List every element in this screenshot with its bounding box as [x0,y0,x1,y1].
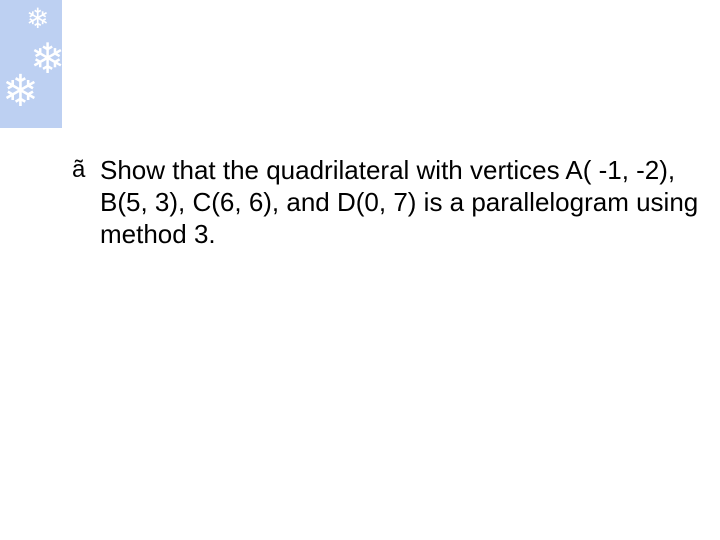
snowflake-icon: ❄ [2,66,39,117]
slide-body-text: Show that the quadrilateral with vertice… [100,154,702,250]
snowflake-icon: ❄ [30,34,65,83]
slide-content: ã Show that the quadrilateral with verti… [72,154,702,250]
decorative-sidebar: ❄ ❄ ❄ [0,0,62,128]
bullet-glyph: ã [72,154,100,186]
snowflake-icon: ❄ [26,2,49,35]
